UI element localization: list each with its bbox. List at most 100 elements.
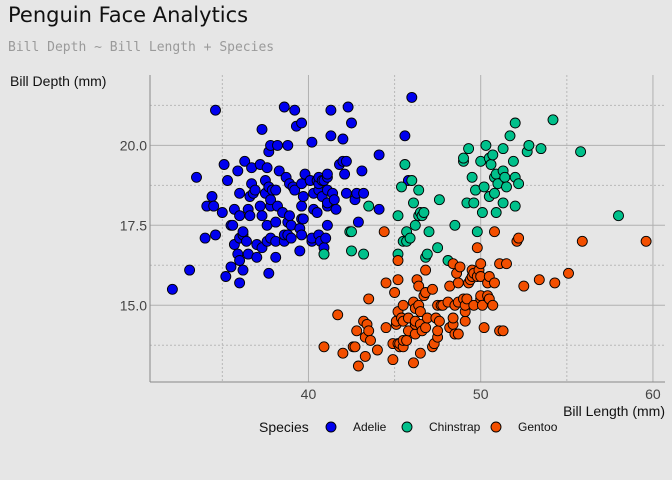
legend-title: Species [259, 419, 309, 435]
legend-items: Adelie Chinstrap Gentoo [325, 420, 558, 434]
adelie-point [294, 245, 306, 257]
chinstrap-point [490, 207, 502, 218]
gentoo-point [489, 277, 500, 289]
chinstrap-point [409, 219, 421, 231]
adelie-point [356, 165, 368, 177]
gentoo-point [332, 309, 344, 321]
gentoo-point [497, 325, 509, 337]
chinstrap-point [513, 178, 525, 190]
adelie-point [321, 168, 333, 180]
adelie-point [239, 155, 251, 167]
chinstrap-point [613, 210, 624, 222]
adelie-point [311, 207, 323, 218]
y-axis-label: Bill Depth (mm) [10, 73, 106, 89]
adelie-point [358, 187, 370, 199]
legend-swatch-gentoo [490, 421, 502, 433]
chinstrap-point [497, 197, 509, 209]
legend-swatch-adelie [325, 421, 337, 433]
adelie-point [297, 191, 309, 202]
chinstrap-point [468, 197, 480, 209]
adelie-point [234, 255, 246, 266]
legend-label-adelie: Adelie [353, 420, 387, 434]
gentoo-point [363, 325, 375, 337]
chart-title: Penguin Face Analytics [8, 3, 248, 27]
adelie-point [340, 155, 352, 167]
chinstrap-point [480, 139, 492, 151]
adelie-point [251, 251, 263, 263]
adelie-point [330, 203, 342, 215]
gentoo-point [533, 274, 545, 286]
adelie-point [342, 101, 354, 113]
adelie-point [285, 232, 297, 244]
gentoo-point [420, 322, 432, 334]
adelie-point [234, 210, 246, 222]
chinstrap-point [413, 184, 425, 196]
adelie-point [216, 207, 228, 218]
gentoo-point [427, 283, 438, 295]
adelie-point [399, 130, 411, 142]
gentoo-point [447, 312, 459, 324]
adelie-point [320, 232, 332, 244]
chinstrap-point [509, 200, 521, 212]
gentoo-point [452, 277, 464, 289]
chinstrap-point [346, 226, 357, 238]
gentoo-point [454, 261, 466, 273]
gentoo-point [475, 258, 487, 270]
adelie-point [339, 168, 351, 180]
chinstrap-point [509, 117, 521, 129]
gentoo-point [351, 325, 363, 337]
adelie-point [166, 283, 178, 295]
adelie-point [225, 261, 237, 273]
chinstrap-point [418, 207, 430, 218]
chinstrap-point [504, 130, 516, 142]
adelie-point [261, 162, 273, 174]
legend-label-chinstrap: Chinstrap [429, 420, 481, 434]
adelie-point [346, 117, 357, 129]
chinstrap-point [392, 210, 404, 222]
gentoo-point [387, 354, 399, 366]
gentoo-point [640, 235, 652, 247]
gentoo-point [461, 293, 473, 305]
adelie-point [296, 229, 308, 241]
gentoo-point [413, 280, 425, 292]
y-tick-label: 17.5 [120, 217, 147, 233]
chinstrap-point [471, 226, 483, 238]
gentoo-point [349, 341, 361, 353]
chinstrap-point [449, 219, 461, 231]
chinstrap-point [363, 200, 375, 212]
chinstrap-point [408, 197, 419, 209]
adelie-point [210, 229, 221, 241]
adelie-point [222, 175, 233, 186]
adelie-point [237, 226, 249, 238]
adelie-point [406, 91, 418, 103]
gentoo-point [380, 277, 392, 289]
x-tick-label: 40 [301, 386, 317, 402]
chinstrap-point [497, 143, 509, 155]
chinstrap-point [523, 139, 535, 151]
adelie-point [241, 235, 252, 247]
adelie-point [297, 213, 309, 225]
adelie-point [340, 187, 352, 199]
adelie-point [373, 203, 385, 215]
chinstrap-point [423, 226, 435, 238]
x-axis-label: Bill Length (mm) [563, 403, 665, 419]
gentoo-point [432, 325, 444, 337]
gentoo-point [380, 322, 392, 334]
adelie-point [263, 267, 275, 279]
gentoo-point [401, 334, 413, 346]
adelie-point [270, 251, 282, 263]
gentoo-point [359, 350, 371, 362]
gentoo-point [501, 258, 512, 270]
chinstrap-point [358, 248, 370, 260]
adelie-point [373, 149, 385, 161]
gentoo-point [518, 280, 530, 292]
adelie-point [208, 200, 220, 212]
adelie-point [282, 139, 294, 151]
chinstrap-point [433, 194, 445, 206]
adelie-point [199, 232, 211, 244]
chinstrap-point [399, 159, 411, 170]
adelie-point [237, 264, 249, 276]
legend-swatch-chinstrap [401, 421, 413, 433]
gentoo-point [318, 341, 330, 353]
adelie-point [273, 165, 285, 177]
